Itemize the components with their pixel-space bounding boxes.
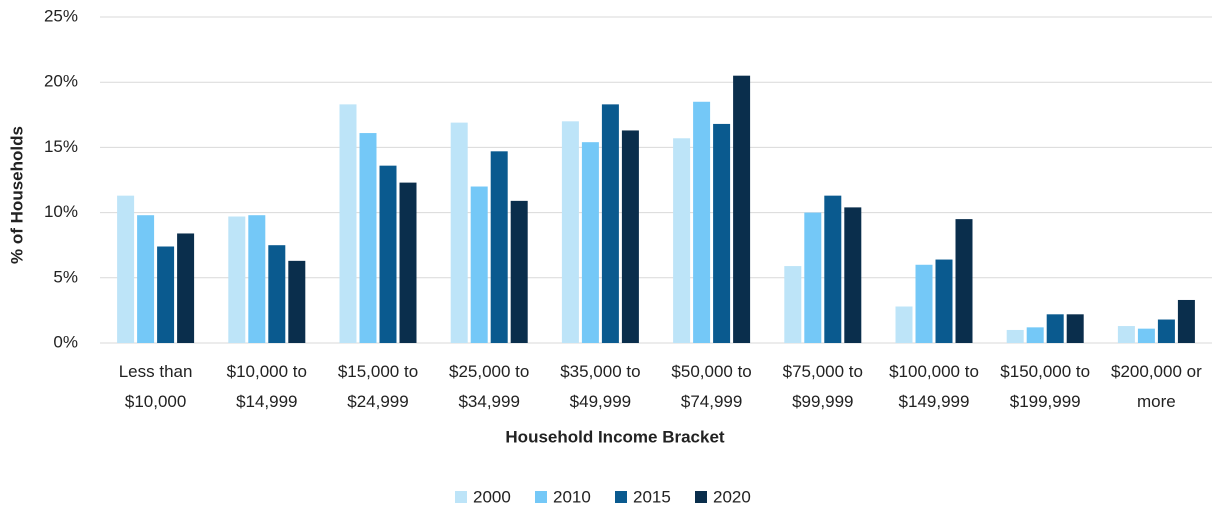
bar — [895, 306, 913, 343]
bar — [1177, 299, 1195, 343]
bar — [510, 200, 528, 343]
bar — [157, 246, 175, 343]
bar — [561, 121, 579, 343]
bar — [228, 216, 246, 343]
bar — [1117, 326, 1135, 343]
bar — [1066, 314, 1084, 343]
bar — [955, 219, 973, 343]
bar — [824, 195, 842, 343]
y-tick-label: 10% — [44, 202, 78, 221]
x-tick-label: Less than $10,000 — [118, 362, 193, 411]
bar — [288, 260, 306, 343]
bar — [137, 215, 155, 343]
x-tick-label: $200,000 or more — [1111, 362, 1202, 411]
x-tick-label: $50,000 to $74,999 — [671, 362, 752, 411]
x-tick-label: $75,000 to $99,999 — [782, 362, 863, 411]
bar — [1137, 328, 1155, 343]
x-tick-label: $15,000 to $24,999 — [337, 362, 419, 411]
bar — [470, 186, 488, 343]
bar — [248, 215, 266, 343]
y-tick-label: 5% — [53, 267, 78, 286]
legend-swatch — [455, 491, 467, 503]
bar — [450, 122, 468, 344]
bar — [713, 123, 731, 343]
bar — [268, 245, 286, 343]
bar — [693, 101, 711, 343]
bar — [379, 165, 397, 343]
x-tick-label: $150,000 to $199,999 — [1000, 362, 1091, 411]
y-tick-label: 25% — [44, 6, 78, 25]
x-tick-label: $10,000 to $14,999 — [226, 362, 307, 411]
legend-swatch — [695, 491, 707, 503]
bar — [1157, 319, 1175, 343]
legend-label: 2020 — [713, 487, 751, 506]
bar — [177, 233, 195, 343]
bar — [339, 104, 357, 343]
legend-label: 2015 — [633, 487, 671, 506]
bar — [1046, 314, 1064, 343]
bar — [581, 142, 599, 343]
y-tick-label: 15% — [44, 137, 78, 156]
legend-label: 2010 — [553, 487, 591, 506]
bar — [117, 195, 135, 343]
bar — [935, 259, 953, 343]
x-tick-label: $35,000 to $49,999 — [560, 362, 641, 411]
bar — [1026, 327, 1044, 343]
legend-swatch — [535, 491, 547, 503]
y-tick-label: 20% — [44, 72, 78, 91]
bar — [844, 207, 862, 343]
bar — [733, 75, 751, 344]
legend-swatch — [615, 491, 627, 503]
bar — [915, 264, 933, 343]
bar — [621, 130, 639, 343]
y-axis-title: % of Households — [7, 126, 26, 264]
bar — [673, 138, 691, 343]
bar — [399, 182, 417, 343]
x-axis-title: Household Income Bracket — [505, 427, 725, 446]
bar — [359, 133, 377, 343]
bar — [804, 212, 822, 343]
bar — [601, 104, 619, 343]
bar — [784, 266, 802, 343]
y-tick-label: 0% — [53, 332, 78, 351]
x-tick-label: $100,000 to $149,999 — [889, 362, 979, 411]
x-tick-label: $25,000 to $34,999 — [449, 362, 530, 411]
bar — [490, 151, 508, 343]
legend-label: 2000 — [473, 487, 511, 506]
bar — [1006, 329, 1024, 343]
